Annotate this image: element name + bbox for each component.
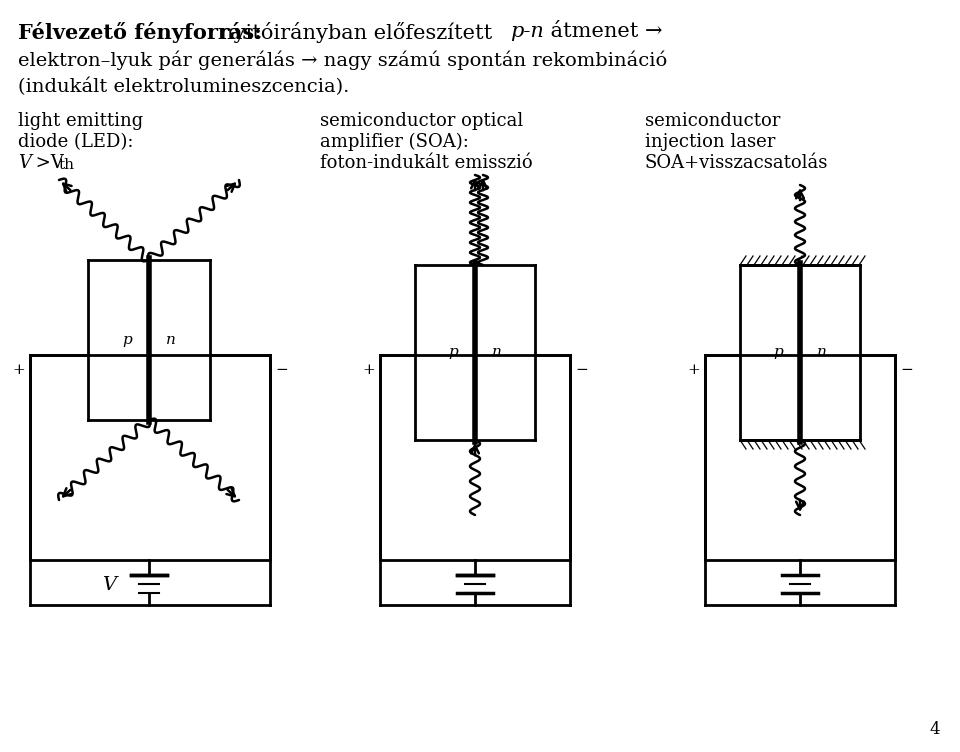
Text: amplifier (SOA):: amplifier (SOA): — [320, 133, 468, 151]
Text: injection laser: injection laser — [645, 133, 776, 151]
Text: n: n — [817, 345, 827, 359]
Text: diode (LED):: diode (LED): — [18, 133, 133, 151]
Text: +: + — [687, 363, 700, 377]
Text: 4: 4 — [929, 721, 940, 738]
Text: foton-indukált emisszió: foton-indukált emisszió — [320, 154, 533, 172]
Text: th: th — [59, 158, 75, 172]
Text: elektron–lyuk pár generálás → nagy számú spontán rekombináció: elektron–lyuk pár generálás → nagy számú… — [18, 50, 667, 69]
Text: +: + — [362, 363, 375, 377]
Text: átmenet →: átmenet → — [544, 22, 662, 41]
Text: −: − — [575, 363, 588, 377]
Text: light emitting: light emitting — [18, 112, 143, 130]
Text: n: n — [166, 333, 176, 347]
Text: semiconductor optical: semiconductor optical — [320, 112, 523, 130]
Text: >V: >V — [30, 154, 63, 172]
Text: n: n — [492, 345, 502, 359]
Text: p: p — [122, 333, 132, 347]
Text: (indukált elektrolumineszcencia).: (indukált elektrolumineszcencia). — [18, 78, 349, 96]
Text: nyitóirányban előfeszített: nyitóirányban előfeszített — [220, 22, 499, 43]
Text: p: p — [448, 345, 458, 359]
Text: SOA+visszacsatolás: SOA+visszacsatolás — [645, 154, 828, 172]
Text: p-n: p-n — [510, 22, 544, 41]
Text: V: V — [18, 154, 31, 172]
Text: −: − — [275, 363, 288, 377]
Text: V: V — [102, 576, 116, 594]
Text: +: + — [12, 363, 25, 377]
Text: semiconductor: semiconductor — [645, 112, 780, 130]
Text: p: p — [773, 345, 782, 359]
Text: Félvezető fényforrás:: Félvezető fényforrás: — [18, 22, 262, 43]
Text: −: − — [900, 363, 913, 377]
